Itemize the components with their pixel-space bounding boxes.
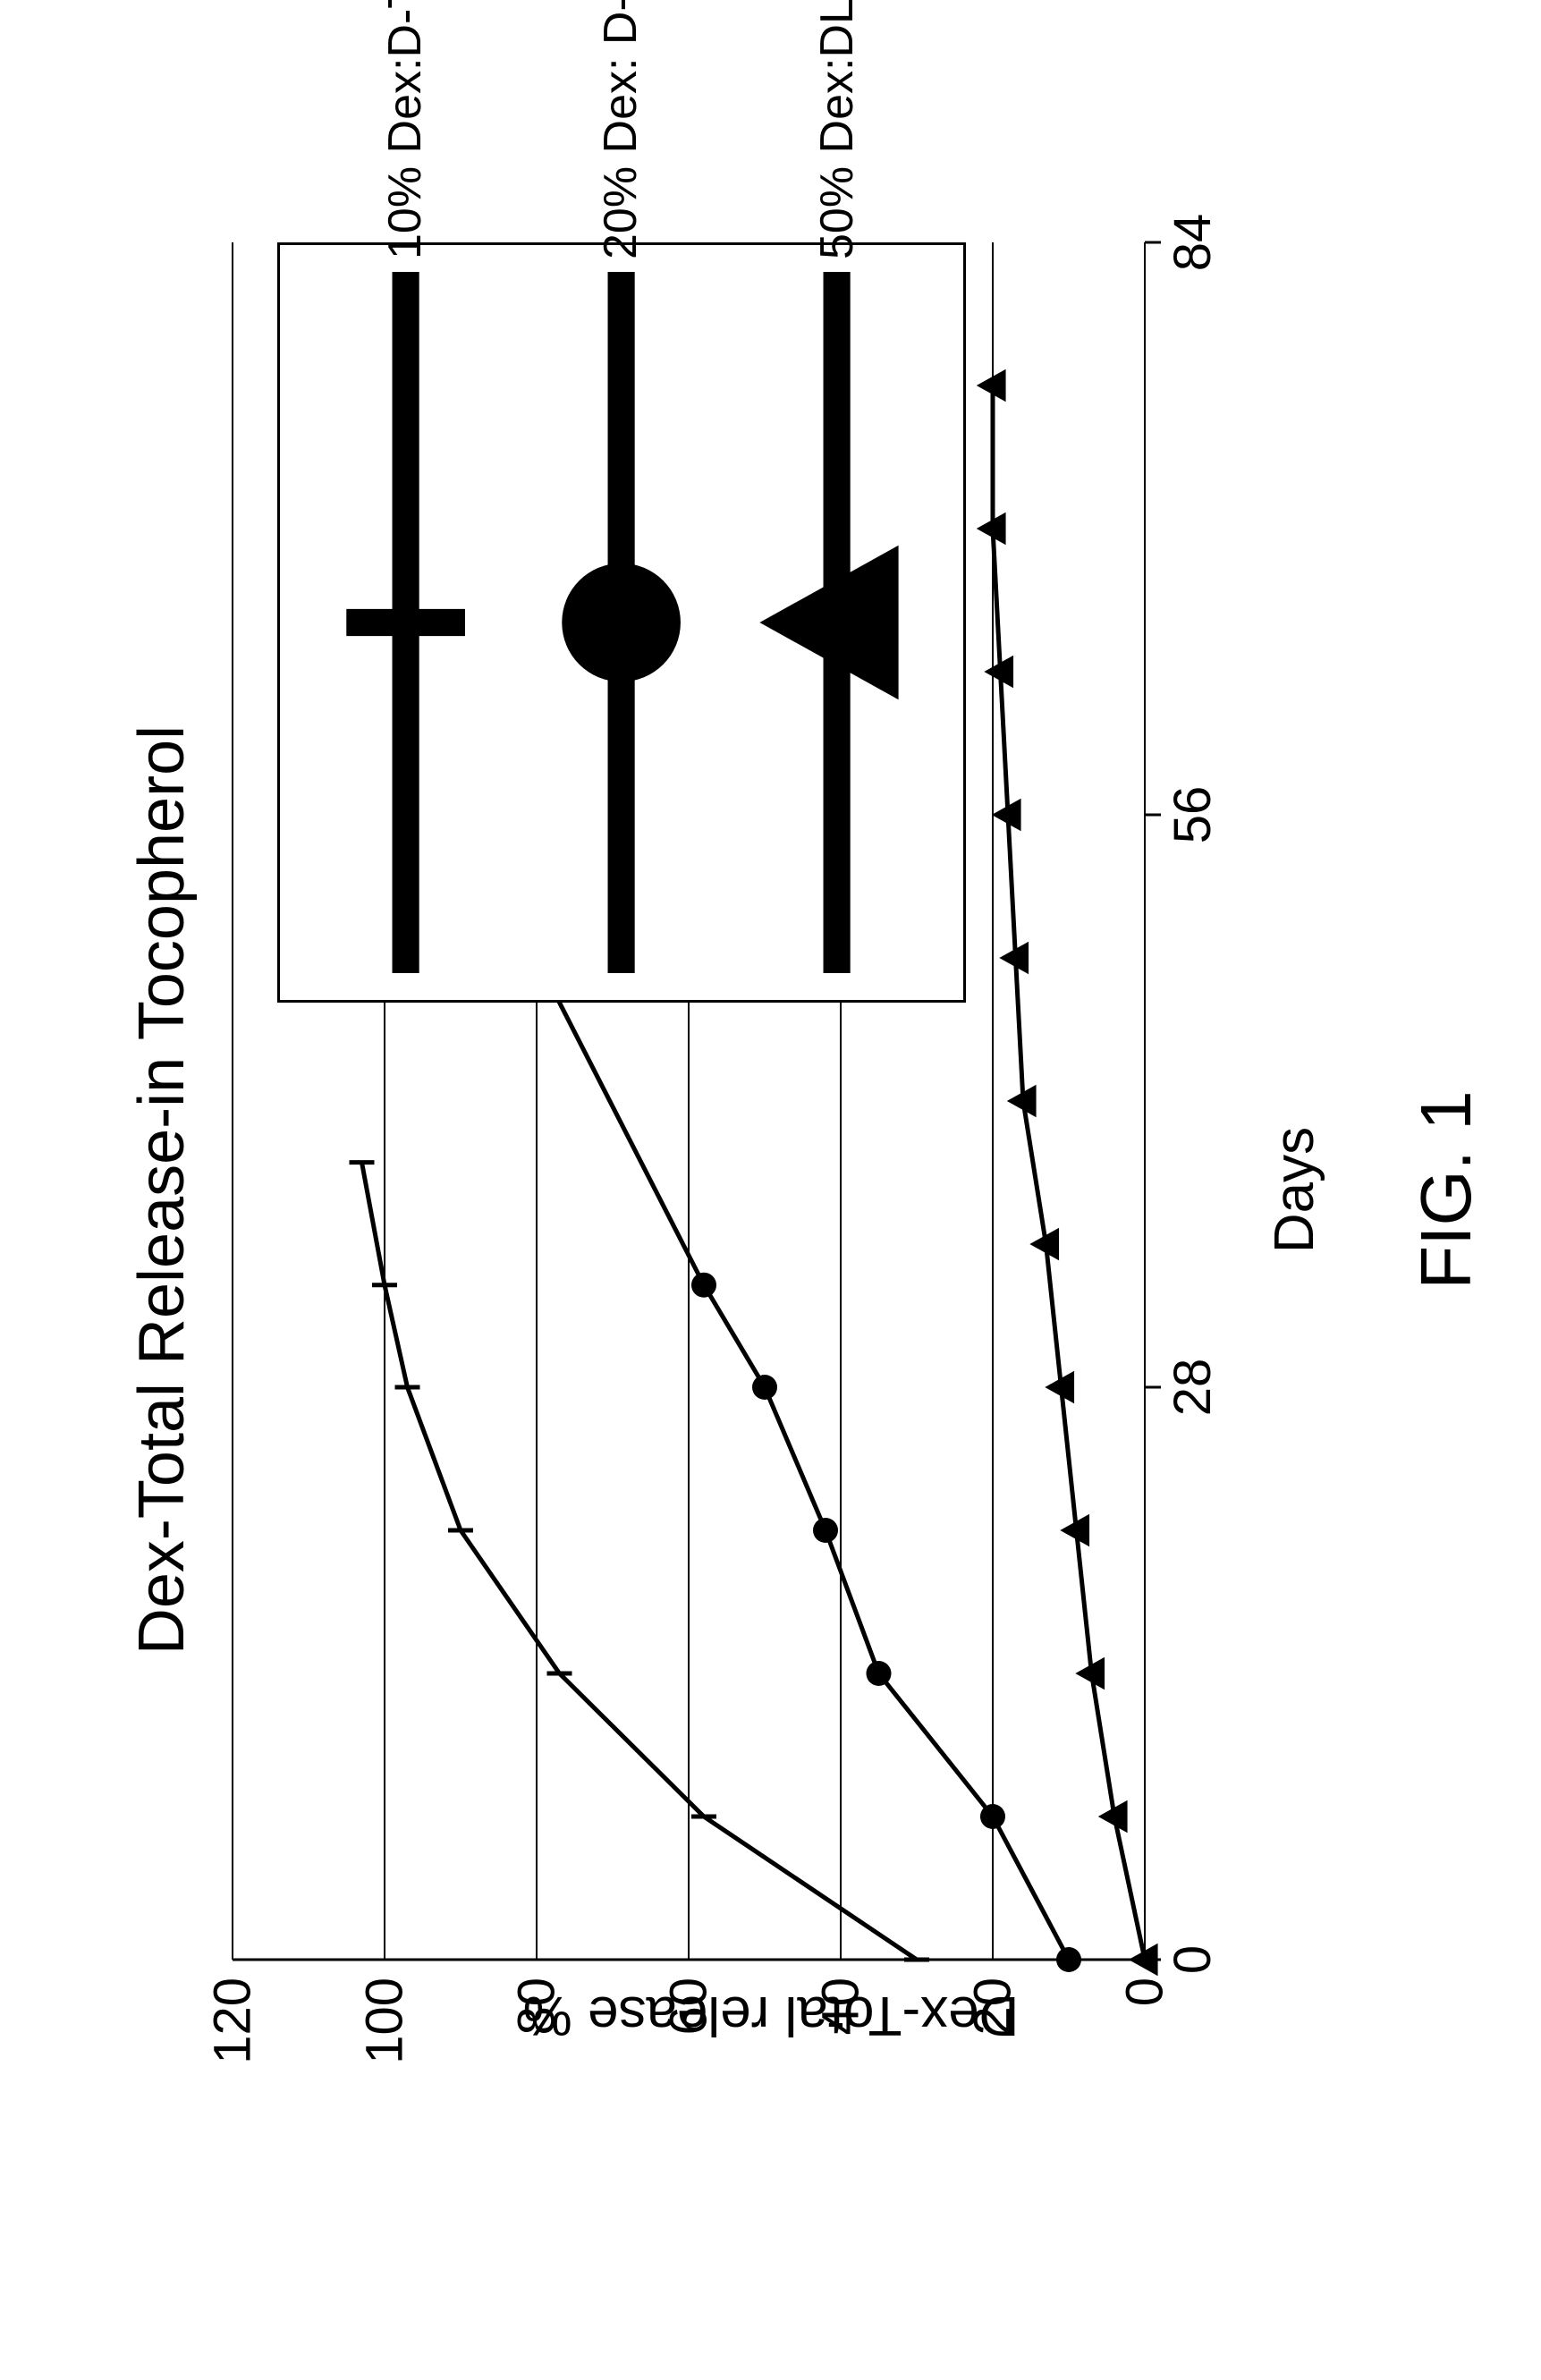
- chart-area: Dex-Total Release-in Tocopherol Dex-Tota…: [0, 0, 1541, 2380]
- y-axis-label: Dex-Total release %: [522, 1984, 1019, 2047]
- xtick-label: 84: [1163, 214, 1223, 272]
- legend-swatch: [729, 272, 944, 973]
- chart-title: Dex-Total Release-in Tocopherol: [125, 0, 199, 2380]
- rotated-page: Dex-Total Release-in Tocopherol Dex-Tota…: [0, 839, 1541, 2380]
- ytick-label: 120: [203, 1978, 263, 2103]
- legend-item: 50% Dex:DL-Tocopheryl Acetate: [729, 272, 944, 973]
- xtick-label: 28: [1163, 1359, 1223, 1417]
- legend-item: 10% Dex:D-Tocopherol: [298, 272, 513, 973]
- legend: 10% Dex:D-Tocopherol20% Dex: D-Tocophero…: [277, 242, 966, 1003]
- ytick-label: 80: [507, 1978, 567, 2103]
- xtick-label: 56: [1163, 786, 1223, 844]
- legend-item: 20% Dex: D-Tocopherol: [513, 272, 729, 973]
- legend-label: 20% Dex: D-Tocopherol: [588, 0, 654, 259]
- xtick-label: 0: [1163, 1945, 1223, 1974]
- ytick-label: 60: [659, 1978, 719, 2103]
- ytick-label: 40: [811, 1978, 871, 2103]
- figure-label: FIG. 1: [1405, 0, 1487, 2380]
- plot-box: 020406080100120028568410% Dex:D-Tocopher…: [233, 242, 1145, 1960]
- legend-label: 10% Dex:D-Tocopherol: [373, 0, 438, 259]
- x-axis-label: Days: [1263, 0, 1326, 2380]
- ytick-label: 20: [963, 1978, 1023, 2103]
- ytick-label: 100: [355, 1978, 415, 2103]
- legend-swatch: [298, 272, 513, 973]
- legend-swatch: [513, 272, 729, 973]
- ytick-label: 0: [1115, 1978, 1175, 2103]
- legend-label: 50% Dex:DL-Tocopheryl Acetate: [805, 0, 870, 259]
